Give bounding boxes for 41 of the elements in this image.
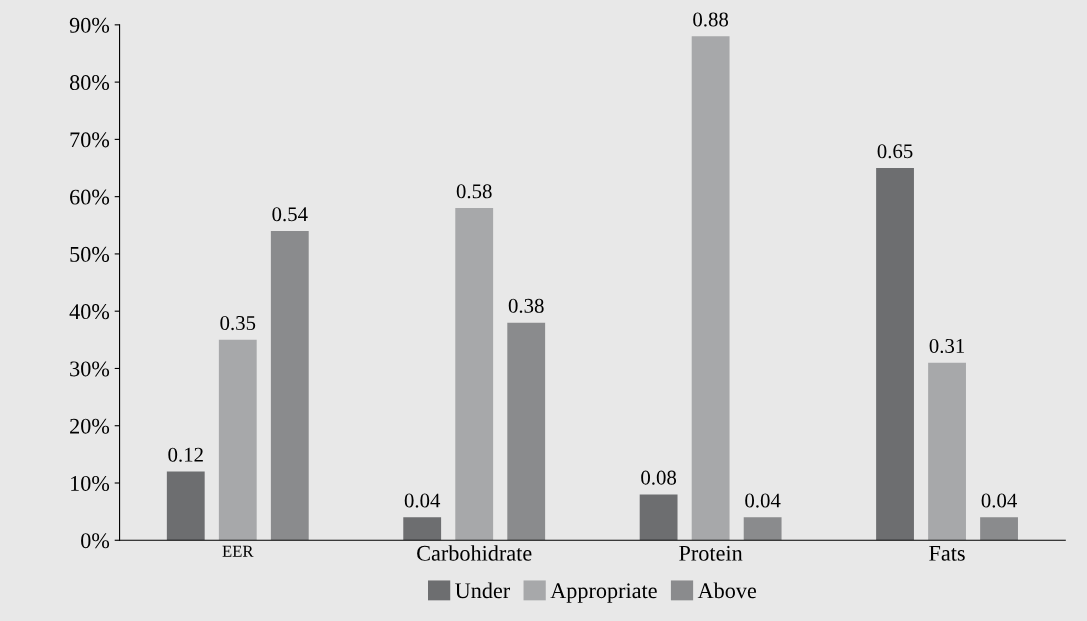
data-label: 0.38 — [508, 298, 544, 313]
y-tick-label: 40% — [69, 304, 110, 320]
data-label: 0.04 — [981, 493, 1017, 508]
data-label: 0.54 — [272, 207, 308, 222]
bar — [218, 339, 257, 541]
bar — [507, 322, 546, 541]
data-label: 0.35 — [220, 315, 256, 331]
y-tick-label: 50% — [70, 246, 110, 262]
y-tick-label: 10% — [71, 475, 110, 491]
y-tick-label: 0% — [81, 533, 110, 549]
bar — [691, 36, 730, 541]
bar — [455, 208, 494, 541]
data-label: 0.31 — [929, 338, 965, 354]
data-label: 0.08 — [641, 470, 677, 485]
bar — [270, 231, 309, 541]
data-label: 0.12 — [168, 447, 203, 462]
x-tick-label: Carbohidrate — [417, 545, 532, 561]
bar — [876, 168, 914, 541]
bar — [639, 494, 678, 541]
data-label: 0.88 — [693, 12, 729, 27]
bar — [980, 517, 1018, 541]
data-label: 0.65 — [877, 144, 913, 159]
x-tick-label: EER — [222, 545, 254, 557]
legend-label: Under — [455, 582, 511, 599]
y-tick-label: 90% — [69, 17, 110, 33]
x-tick-label: Fats — [929, 546, 965, 561]
bar — [403, 517, 442, 541]
y-tick-label: 20% — [70, 418, 110, 434]
x-tick-label: Protein — [679, 545, 743, 561]
y-tick-label: 30% — [70, 361, 110, 377]
y-tick-label: 80% — [69, 75, 110, 91]
data-label: 0.04 — [404, 493, 441, 508]
bar — [743, 517, 782, 541]
data-label: 0.04 — [745, 493, 781, 508]
bar — [928, 362, 966, 541]
bar — [166, 471, 205, 541]
legend-label: Above — [697, 582, 757, 599]
data-label: 0.58 — [456, 184, 492, 199]
y-tick-label: 60% — [70, 189, 110, 205]
legend-label: Appropriate — [550, 583, 657, 603]
y-tick-label: 70% — [70, 132, 110, 148]
